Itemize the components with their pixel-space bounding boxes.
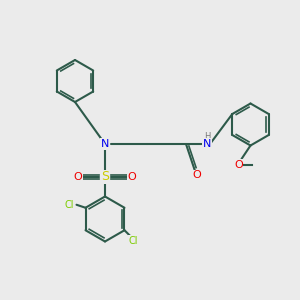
Text: S: S: [101, 170, 109, 184]
Text: H: H: [204, 132, 210, 141]
Text: O: O: [193, 170, 202, 181]
Text: Cl: Cl: [64, 200, 74, 210]
Text: O: O: [128, 172, 136, 182]
Text: Cl: Cl: [129, 236, 138, 246]
Text: N: N: [101, 139, 109, 149]
Text: O: O: [234, 160, 243, 170]
Text: N: N: [203, 139, 211, 149]
Text: O: O: [74, 172, 82, 182]
